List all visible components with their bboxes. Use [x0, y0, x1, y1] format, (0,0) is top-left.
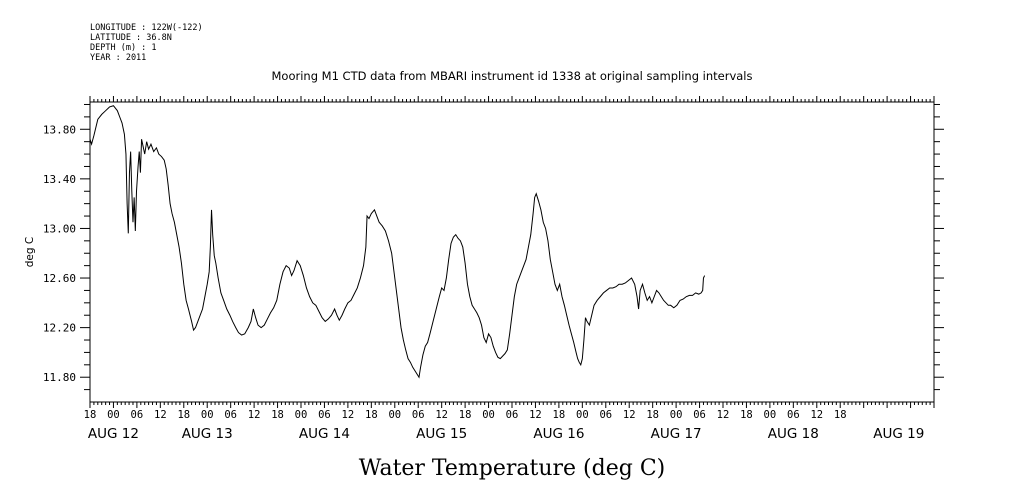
x-hour-label: 06 — [131, 409, 144, 421]
x-day-label: AUG 19 — [873, 426, 924, 442]
y-tick-label: 13.00 — [43, 222, 76, 235]
longitude-label: LONGITUDE : 122W(-122) — [90, 23, 203, 33]
year-label: YEAR : 2011 — [90, 53, 146, 63]
x-hour-label: 00 — [295, 409, 308, 421]
x-hour-label: 00 — [201, 409, 214, 421]
x-day-label: AUG 16 — [533, 426, 584, 442]
x-hour-label: 18 — [834, 409, 847, 421]
x-hour-label: 12 — [435, 409, 448, 421]
x-hour-label: 18 — [553, 409, 566, 421]
x-hour-label: 18 — [271, 409, 284, 421]
x-hour-label: 06 — [693, 409, 706, 421]
x-hour-label: 12 — [248, 409, 261, 421]
x-hour-label: 12 — [623, 409, 636, 421]
x-hour-label: 18 — [740, 409, 753, 421]
tick-marks — [80, 96, 944, 408]
x-hour-label: 12 — [154, 409, 167, 421]
x-hour-label: 00 — [482, 409, 495, 421]
x-hour-label: 18 — [459, 409, 472, 421]
x-hour-label: 18 — [177, 409, 190, 421]
water-temperature-line — [89, 105, 706, 379]
x-tick-labels: 18 00 06 12 18 00 06 12 18 00 06 12 18 00 06 12 18 00 06 12… — [84, 409, 925, 442]
x-hour-label: 12 — [717, 409, 730, 421]
y-tick-label: 11.80 — [43, 371, 76, 384]
metadata-block: LONGITUDE : 122W(-122) LATITUDE : 36.8N … — [90, 23, 203, 63]
x-day-label: AUG 18 — [768, 426, 819, 442]
x-day-label: AUG 13 — [182, 426, 233, 442]
x-hour-label: 12 — [342, 409, 355, 421]
x-hour-label: 18 — [84, 409, 97, 421]
chart-title: Mooring M1 CTD data from MBARI instrumen… — [272, 69, 753, 83]
y-tick-labels: 11.80 12.20 12.60 13.00 13.40 13.80 — [43, 123, 76, 384]
x-hour-label: 06 — [599, 409, 612, 421]
x-hour-label: 06 — [787, 409, 800, 421]
x-hour-label: 06 — [318, 409, 331, 421]
x-hour-label: 00 — [107, 409, 120, 421]
x-hour-label: 18 — [646, 409, 659, 421]
x-hour-label: 00 — [764, 409, 777, 421]
y-tick-label: 12.20 — [43, 322, 76, 335]
x-day-label: AUG 15 — [416, 426, 467, 442]
x-hour-label: 00 — [388, 409, 401, 421]
x-day-label: AUG 12 — [88, 426, 139, 442]
depth-label: DEPTH (m) : 1 — [90, 43, 157, 53]
plot-frame — [89, 101, 935, 403]
y-tick-label: 13.40 — [43, 173, 76, 186]
x-hour-label: 06 — [506, 409, 519, 421]
x-hour-label: 00 — [670, 409, 683, 421]
x-hour-label: 12 — [810, 409, 823, 421]
y-tick-label: 13.80 — [43, 123, 76, 136]
x-hour-label: 06 — [224, 409, 237, 421]
x-hour-label: 12 — [529, 409, 542, 421]
y-tick-label: 12.60 — [43, 272, 76, 285]
y-axis-label: deg C — [24, 237, 36, 267]
x-hour-label: 06 — [412, 409, 425, 421]
latitude-label: LATITUDE : 36.8N — [90, 33, 172, 43]
x-day-label: AUG 17 — [651, 426, 702, 442]
x-hour-label: 18 — [365, 409, 378, 421]
x-hour-label: 00 — [576, 409, 589, 421]
x-axis-label: Water Temperature (deg C) — [359, 456, 666, 481]
x-day-label: AUG 14 — [299, 426, 350, 442]
